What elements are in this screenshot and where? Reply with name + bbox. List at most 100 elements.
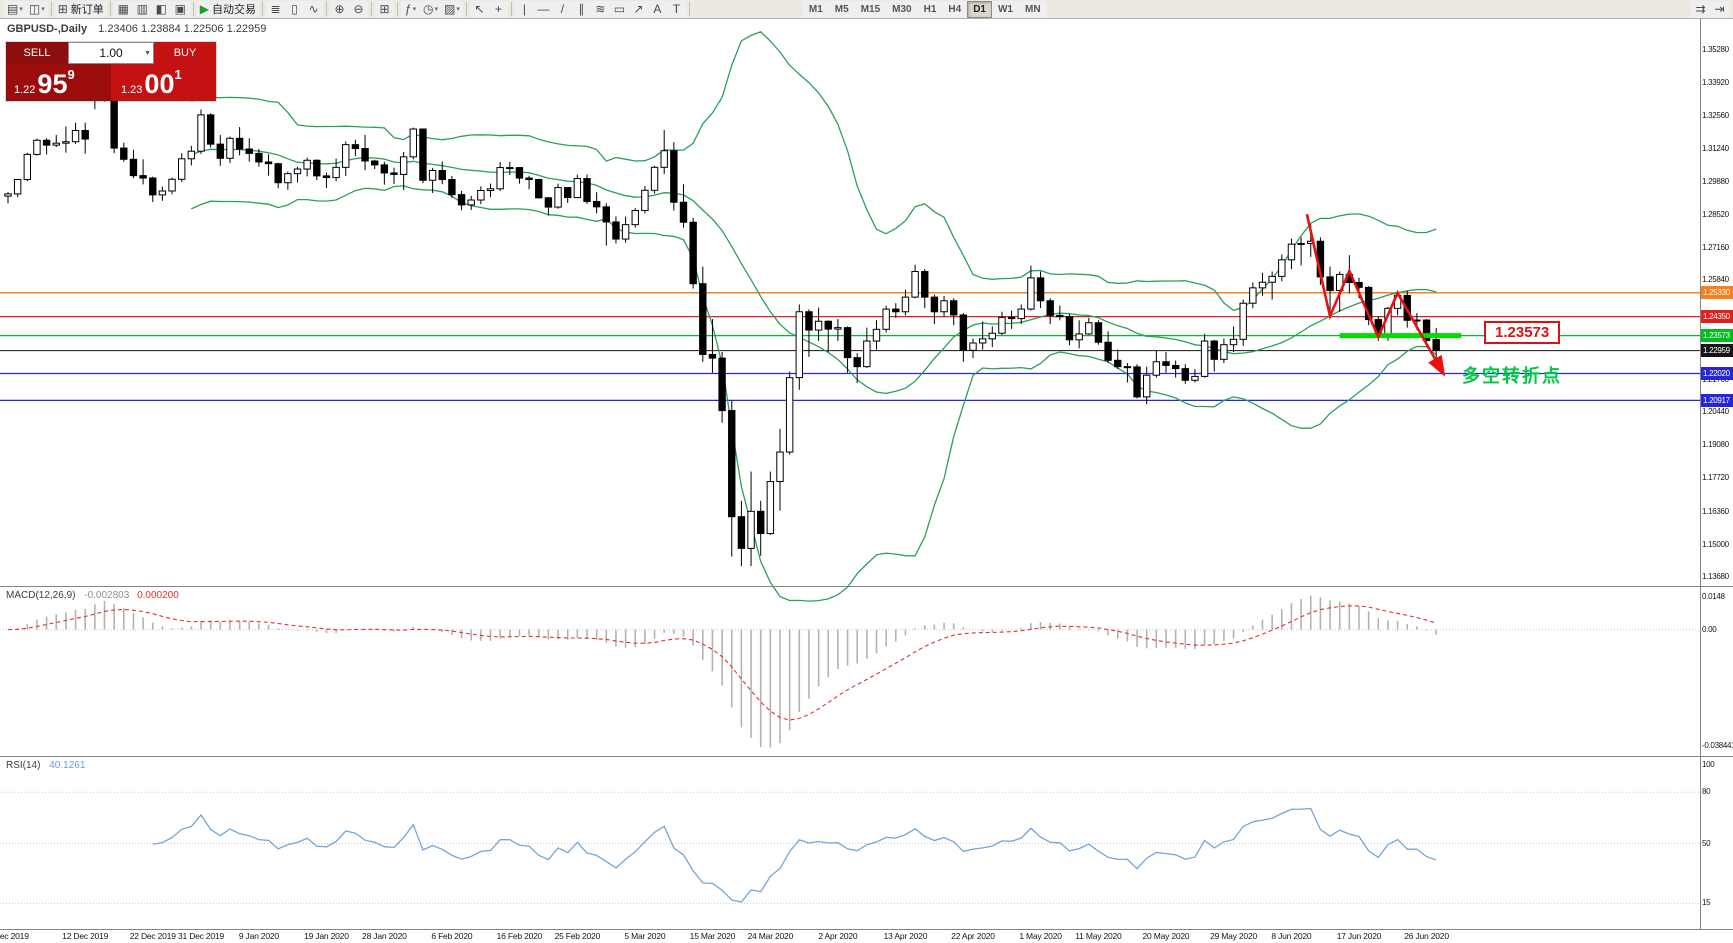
new-chart-button[interactable]: ▤ ▾: [4, 0, 26, 18]
text-label-button[interactable]: T: [666, 0, 686, 18]
shapes-icon: ▭: [613, 2, 626, 16]
cursor-button[interactable]: ↖: [469, 0, 489, 18]
new-chart-caret-icon: ▾: [19, 6, 23, 13]
shapes-button[interactable]: ▭: [609, 0, 629, 18]
indicators-button[interactable]: ƒ ▾: [401, 0, 421, 18]
crosshair-button[interactable]: +: [488, 0, 508, 18]
sell-price-prefix: 1.22: [14, 84, 36, 96]
chart-line-button[interactable]: ∿: [304, 0, 324, 18]
sell-button[interactable]: SELL: [6, 42, 68, 64]
text-icon: A: [653, 2, 662, 16]
toolbar-separator: [262, 2, 264, 16]
auto-scroll-icon: ⇉: [1695, 2, 1706, 16]
buy-button[interactable]: BUY: [154, 42, 216, 64]
toolbar-separator: [50, 2, 52, 16]
rsi-value: 40.1261: [49, 760, 86, 771]
arrows-icon: ↗: [633, 2, 644, 16]
macd-indicator-label: MACD(12,26,9) -0.002803 0.000200: [6, 590, 179, 601]
templates-caret-icon: ▾: [456, 6, 460, 13]
timeframe-group: M1 M5 M15 M30 H1 H4 D1 W1 MN: [802, 0, 1047, 18]
timeframe-d1-button[interactable]: D1: [967, 0, 992, 18]
new-order-icon: ⊞: [57, 2, 68, 16]
navigator-icon: ◧: [155, 2, 167, 16]
horizontal-line-icon: —: [537, 2, 550, 16]
toolbar-separator: [510, 2, 512, 16]
navigator-button[interactable]: ◧: [151, 0, 171, 18]
buy-price[interactable]: 1.23 00 1: [111, 64, 216, 101]
price-level-callout[interactable]: 1.23573: [1484, 321, 1561, 344]
macd-signal-value: 0.000200: [137, 590, 179, 601]
equidistant-channel-button[interactable]: ∥: [571, 0, 591, 18]
equidistant-channel-icon: ∥: [578, 2, 585, 16]
fibonacci-icon: ≋: [595, 2, 606, 16]
text-button[interactable]: A: [647, 0, 667, 18]
arrows-button[interactable]: ↗: [628, 0, 648, 18]
chart-bars-button[interactable]: ≣: [266, 0, 286, 18]
periods-caret-icon: ▾: [434, 6, 439, 13]
chart-shift-button[interactable]: ⇥: [1710, 0, 1729, 18]
volume-input[interactable]: 1.00 ▼: [68, 42, 154, 64]
auto-scroll-button[interactable]: ⇉: [1691, 0, 1710, 18]
buy-price-prefix: 1.23: [121, 84, 143, 96]
timeframe-mn-button[interactable]: MN: [1018, 0, 1047, 18]
ohlc-values: 1.23406 1.23884 1.22506 1.22959: [98, 23, 267, 35]
horizontal-line-button[interactable]: —: [533, 0, 553, 18]
rsi-indicator-label: RSI(14) 40.1261: [6, 760, 85, 771]
chart-profiles-button[interactable]: ◫ ▾: [25, 0, 48, 18]
buy-price-pip: 1: [174, 67, 182, 82]
auto-trading-icon: ▶: [199, 2, 210, 16]
timeframe-m5-button[interactable]: M5: [828, 0, 855, 18]
new-order-label: 新订单: [70, 4, 104, 16]
toolbar-separator: [109, 2, 111, 16]
fibonacci-button[interactable]: ≋: [590, 0, 610, 18]
toolbar-right-icons: ⇉ ⇥: [1691, 0, 1729, 18]
data-window-button[interactable]: ▥: [132, 0, 152, 18]
sell-price-big: 95: [37, 69, 68, 99]
sell-price[interactable]: 1.22 95 9: [6, 64, 111, 101]
templates-button[interactable]: ▨ ▾: [441, 0, 463, 18]
rsi-layer: [0, 791, 1700, 904]
macd-name: MACD(12,26,9): [6, 590, 76, 601]
chart-title: GBPUSD-,Daily 1.23406 1.23884 1.22506 1.…: [7, 23, 266, 35]
sell-price-pip: 9: [67, 67, 75, 82]
timeframe-m30-button[interactable]: M30: [886, 0, 918, 18]
zoom-in-icon: ⊕: [334, 2, 345, 16]
trendline-icon: /: [560, 2, 565, 16]
toolbar-separator: [465, 2, 467, 16]
vertical-line-button[interactable]: |: [514, 0, 534, 18]
chart-candles-icon: ▯: [291, 2, 298, 16]
volume-dropdown-icon[interactable]: ▼: [144, 49, 151, 57]
templates-icon: ▨: [444, 2, 456, 16]
chart-bars-icon: ≣: [270, 2, 281, 16]
zoom-out-button[interactable]: ⊖: [349, 0, 369, 18]
rsi-name: RSI(14): [6, 760, 41, 771]
auto-trading-label: 自动交易: [212, 4, 257, 16]
timeframe-w1-button[interactable]: W1: [991, 0, 1019, 18]
chart-candles-button[interactable]: ▯: [285, 0, 305, 18]
tile-windows-button[interactable]: ⊞: [375, 0, 395, 18]
market-watch-button[interactable]: ▦: [113, 0, 133, 18]
timeframe-m1-button[interactable]: M1: [802, 0, 829, 18]
trendline-button[interactable]: /: [552, 0, 572, 18]
toolbar-separator: [397, 2, 399, 16]
toolbar-separator: [688, 2, 690, 16]
periods-button[interactable]: ◷ ▾: [420, 0, 442, 18]
toolbar-separator: [192, 2, 194, 16]
new-order-button[interactable]: ⊞ 新订单: [54, 0, 107, 18]
chart-profiles-caret-icon: ▾: [41, 6, 45, 13]
zoom-in-button[interactable]: ⊕: [330, 0, 350, 18]
one-click-trading-panel: SELL 1.00 ▼ BUY 1.22 95 9 1.23 00 1: [6, 42, 216, 101]
volume-value: 1.00: [99, 46, 123, 60]
buy-price-big: 00: [144, 69, 175, 99]
turning-point-annotation[interactable]: 多空转折点: [1462, 366, 1562, 386]
timeframe-h4-button[interactable]: H4: [942, 0, 968, 18]
auto-trading-button[interactable]: ▶ 自动交易: [196, 0, 260, 18]
tile-windows-icon: ⊞: [379, 2, 390, 16]
timeframe-h1-button[interactable]: H1: [917, 0, 943, 18]
terminal-button[interactable]: ▣: [170, 0, 190, 18]
drawn-objects-layer: [1305, 213, 1462, 377]
indicators-caret-icon: ▾: [412, 6, 417, 13]
text-label-icon: T: [672, 2, 681, 16]
timeframe-m15-button[interactable]: M15: [854, 0, 887, 18]
